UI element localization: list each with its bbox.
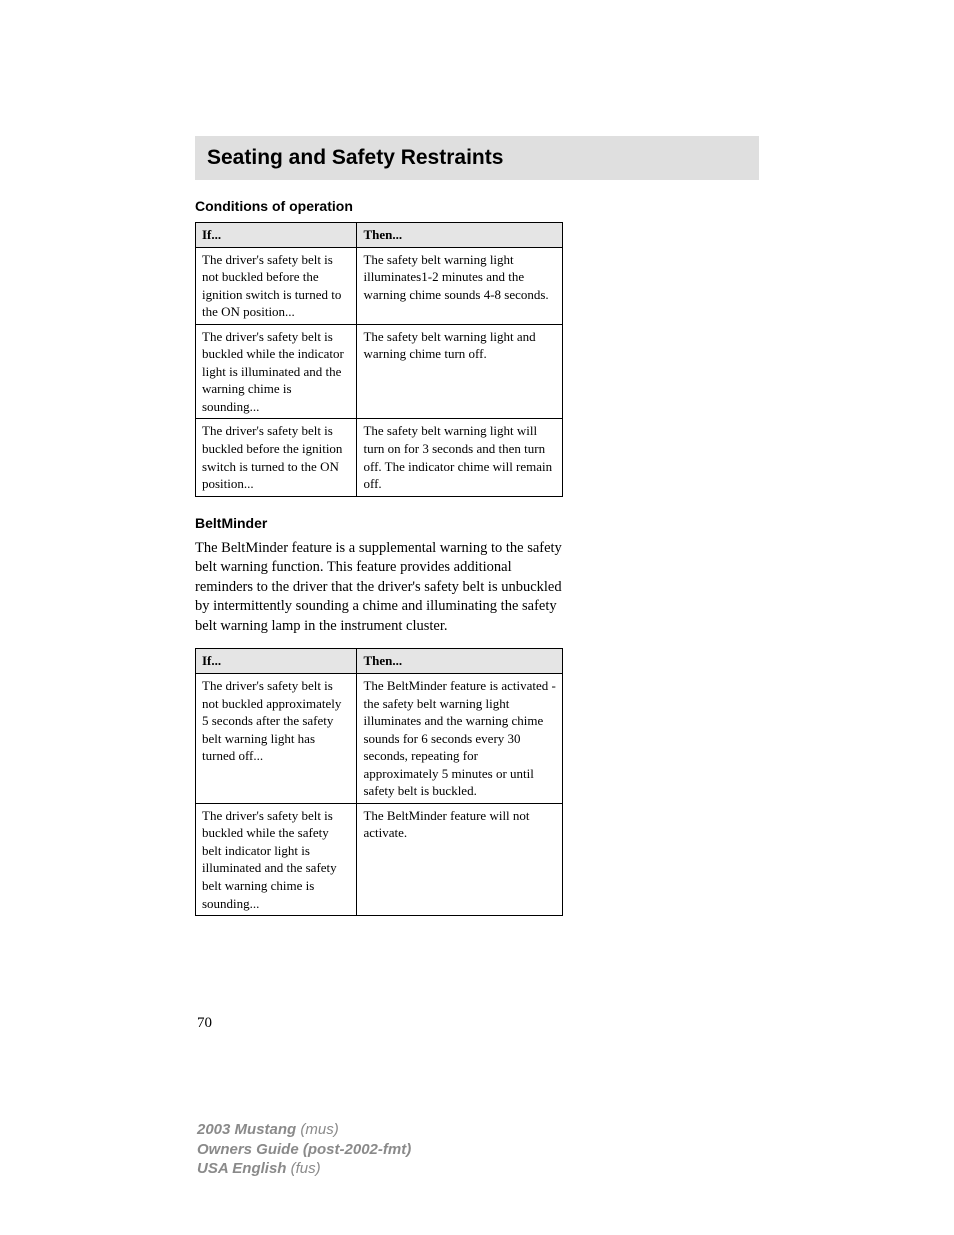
table-row: The driver's safety belt is not buckled … [196,247,563,324]
beltminder-paragraph: The BeltMinder feature is a supplemental… [195,539,565,637]
beltminder-table: If... Then... The driver's safety belt i… [195,648,563,916]
table-row: The driver's safety belt is buckled whil… [196,803,563,915]
table-header-if: If... [196,223,357,248]
page-number: 70 [197,1015,212,1032]
footer-model: 2003 Mustang [197,1121,300,1138]
section-title: Seating and Safety Restraints [207,146,747,170]
table-cell-if: The driver's safety belt is not buckled … [196,674,357,804]
conditions-heading: Conditions of operation [195,198,759,214]
table-header-then: Then... [357,649,563,674]
conditions-table: If... Then... The driver's safety belt i… [195,222,563,497]
table-cell-then: The safety belt warning light illuminate… [357,247,563,324]
table-cell-then: The safety belt warning light will turn … [357,419,563,496]
table-cell-then: The safety belt warning light and warnin… [357,324,563,419]
table-header-row: If... Then... [196,649,563,674]
table-cell-if: The driver's safety belt is buckled befo… [196,419,357,496]
footer-language-code: (fus) [291,1160,321,1177]
table-row: The driver's safety belt is buckled whil… [196,324,563,419]
table-cell-then: The BeltMinder feature will not activate… [357,803,563,915]
table-cell-then: The BeltMinder feature is activated - th… [357,674,563,804]
table-cell-if: The driver's safety belt is not buckled … [196,247,357,324]
table-header-row: If... Then... [196,223,563,248]
section-header-bar: Seating and Safety Restraints [195,136,759,180]
footer-line-2: Owners Guide (post-2002-fmt) [197,1140,411,1160]
page-container: Seating and Safety Restraints Conditions… [0,0,954,916]
table-header-if: If... [196,649,357,674]
footer-line-1: 2003 Mustang (mus) [197,1120,411,1140]
table-header-then: Then... [357,223,563,248]
footer: 2003 Mustang (mus) Owners Guide (post-20… [197,1120,411,1179]
table-cell-if: The driver's safety belt is buckled whil… [196,803,357,915]
footer-language: USA English [197,1160,291,1177]
table-row: The driver's safety belt is buckled befo… [196,419,563,496]
footer-guide: Owners Guide (post-2002-fmt) [197,1141,411,1158]
footer-model-code: (mus) [300,1121,338,1138]
beltminder-heading: BeltMinder [195,515,759,531]
table-cell-if: The driver's safety belt is buckled whil… [196,324,357,419]
table-row: The driver's safety belt is not buckled … [196,674,563,804]
footer-line-3: USA English (fus) [197,1159,411,1179]
